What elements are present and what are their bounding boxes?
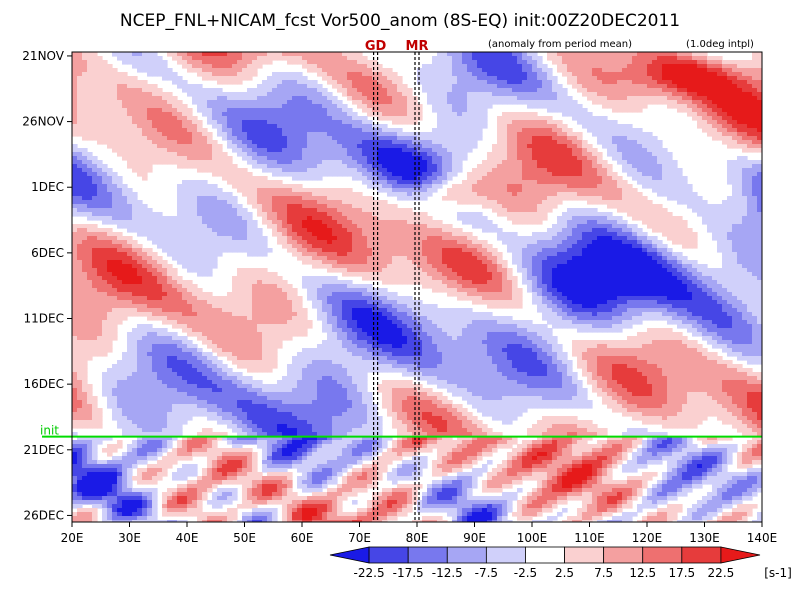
x-tick-label: 130E [689, 531, 720, 545]
x-tick-label: 40E [176, 531, 199, 545]
colorbar-swatch [564, 546, 605, 564]
x-tick-label: 120E [632, 531, 663, 545]
x-tick-label: 50E [233, 531, 256, 545]
x-tick-label: 90E [463, 531, 486, 545]
colorbar-swatch [681, 546, 722, 564]
x-tick-label: 100E [517, 531, 548, 545]
colorbar: -22.5 -17.5 -12.5 -7.5 -2.5 2.5 7.5 12.5 17.5 22.… [329, 546, 792, 580]
colorbar-swatch [329, 546, 370, 564]
colorbar-swatch [407, 546, 448, 564]
y-tick-label: 16DEC [24, 377, 64, 391]
colorbar-level-label: -2.5 [514, 566, 537, 580]
y-tick-label: 26DEC [24, 508, 64, 522]
colorbar-level-label: -22.5 [354, 566, 385, 580]
colorbar-swatch [525, 546, 565, 564]
colorbar-level-label: 7.5 [594, 566, 613, 580]
x-axis: 20E 30E 40E 50E 60E 70E 80E 90E 100E 110E 120E 130E… [61, 522, 778, 545]
colorbar-swatch [603, 546, 644, 564]
plot-overlays: GD MR init [40, 39, 762, 522]
x-tick-label: 30E [118, 531, 141, 545]
x-tick-label: 110E [574, 531, 605, 545]
y-tick-label: 26NOV [22, 115, 64, 129]
y-tick-label: 6DEC [31, 246, 64, 260]
chart-subtitle-left: (anomaly from period mean) [488, 39, 632, 50]
y-axis: 21NOV 26NOV 1DEC 6DEC 11DEC 16DEC 21DEC 26DEC [22, 49, 72, 522]
x-tick-label: 70E [348, 531, 371, 545]
vorticity-anomaly-field [72, 52, 762, 522]
colorbar-level-label: 22.5 [708, 566, 735, 580]
x-tick-label: 80E [406, 531, 429, 545]
x-tick-label: 60E [291, 531, 314, 545]
y-tick-label: 1DEC [31, 180, 64, 194]
colorbar-level-label: 17.5 [668, 566, 695, 580]
colorbar-swatch [368, 546, 409, 564]
chart-subtitle-right: (1.0deg intpl) [686, 39, 754, 50]
colorbar-level-label: -12.5 [432, 566, 463, 580]
init-label: init [40, 424, 59, 438]
colorbar-swatch [720, 546, 761, 564]
colorbar-swatch [642, 546, 683, 564]
colorbar-swatch [446, 546, 487, 564]
colorbar-level-label: -17.5 [393, 566, 424, 580]
x-tick-label: 140E [747, 531, 778, 545]
y-tick-label: 11DEC [24, 312, 64, 326]
y-tick-label: 21DEC [24, 443, 64, 457]
colorbar-unit: [s-1] [764, 566, 792, 580]
colorbar-level-label: 2.5 [555, 566, 574, 580]
marker-label-mr: MR [406, 39, 429, 54]
x-tick-label: 20E [61, 531, 84, 545]
colorbar-level-label: -7.5 [475, 566, 498, 580]
y-tick-label: 21NOV [22, 49, 64, 63]
chart-title: NCEP_FNL+NICAM_fcst Vor500_anom (8S-EQ) … [120, 11, 680, 31]
marker-label-gd: GD [365, 39, 387, 54]
colorbar-level-label: 12.5 [629, 566, 656, 580]
colorbar-swatch [485, 546, 526, 564]
